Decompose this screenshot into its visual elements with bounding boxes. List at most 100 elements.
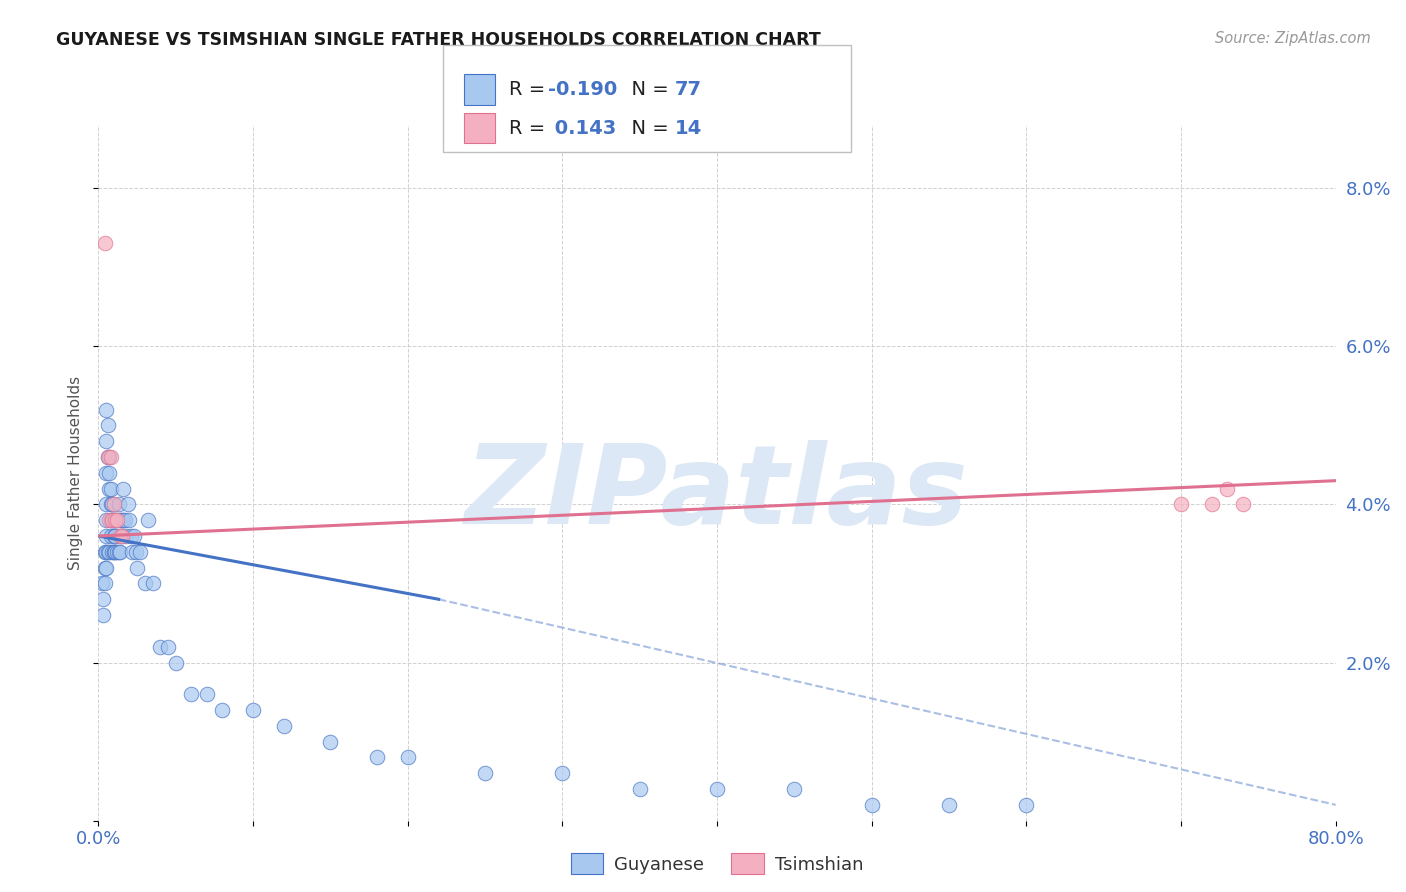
Point	[96, 529, 118, 543]
Point	[91, 592, 114, 607]
Point	[103, 513, 125, 527]
Point	[108, 529, 131, 543]
Point	[104, 513, 127, 527]
Text: ZIPatlas: ZIPatlas	[465, 440, 969, 547]
Point	[103, 529, 125, 543]
Point	[134, 576, 156, 591]
Point	[101, 513, 124, 527]
Point	[104, 545, 127, 559]
Point	[96, 434, 118, 449]
Point	[706, 782, 728, 797]
Point	[90, 576, 112, 591]
Point	[474, 766, 496, 780]
Point	[1232, 497, 1254, 511]
Point	[96, 497, 118, 511]
Legend: Guyanese, Tsimshian: Guyanese, Tsimshian	[564, 846, 870, 881]
Point	[96, 545, 118, 559]
Point	[108, 545, 131, 559]
Point	[98, 466, 121, 480]
Text: GUYANESE VS TSIMSHIAN SINGLE FATHER HOUSEHOLDS CORRELATION CHART: GUYANESE VS TSIMSHIAN SINGLE FATHER HOUS…	[56, 31, 821, 49]
Point	[1201, 497, 1223, 511]
Point	[93, 560, 115, 574]
Point	[366, 750, 388, 764]
Point	[122, 529, 145, 543]
Point	[93, 236, 115, 251]
Point	[111, 529, 134, 543]
Point	[101, 513, 124, 527]
Point	[1170, 497, 1192, 511]
Point	[97, 450, 120, 464]
Point	[120, 529, 142, 543]
Point	[104, 529, 127, 543]
Point	[107, 545, 129, 559]
Text: R =: R =	[509, 119, 551, 137]
Point	[98, 482, 121, 496]
Point	[103, 545, 125, 559]
Point	[112, 482, 135, 496]
Point	[860, 797, 883, 812]
Point	[105, 545, 128, 559]
Text: 77: 77	[675, 80, 702, 99]
Text: N =: N =	[619, 80, 675, 99]
Point	[105, 513, 128, 527]
Point	[118, 513, 141, 527]
Point	[100, 450, 122, 464]
Point	[319, 734, 342, 748]
Point	[136, 513, 159, 527]
Point	[149, 640, 172, 654]
Point	[103, 497, 125, 511]
Point	[114, 513, 136, 527]
Point	[103, 545, 125, 559]
Point	[100, 497, 122, 511]
Point	[93, 545, 115, 559]
Text: R =: R =	[509, 80, 551, 99]
Point	[100, 482, 122, 496]
Point	[396, 750, 419, 764]
Point	[105, 513, 128, 527]
Point	[157, 640, 180, 654]
Point	[100, 513, 122, 527]
Point	[628, 782, 651, 797]
Point	[938, 797, 960, 812]
Point	[96, 466, 118, 480]
Point	[96, 560, 118, 574]
Point	[242, 703, 264, 717]
Point	[98, 545, 121, 559]
Point	[195, 687, 218, 701]
Point	[783, 782, 806, 797]
Point	[111, 513, 134, 527]
Point	[104, 513, 127, 527]
Point	[97, 545, 120, 559]
Point	[124, 545, 146, 559]
Point	[97, 418, 120, 433]
Point	[111, 529, 134, 543]
Point	[112, 513, 135, 527]
Point	[115, 529, 138, 543]
Point	[108, 513, 131, 527]
Point	[101, 545, 124, 559]
Point	[107, 497, 129, 511]
Text: 14: 14	[675, 119, 702, 137]
Text: 0.143: 0.143	[548, 119, 617, 137]
Point	[101, 497, 124, 511]
Point	[1015, 797, 1038, 812]
Point	[96, 402, 118, 417]
Point	[93, 576, 115, 591]
Point	[273, 719, 295, 733]
Point	[91, 608, 114, 623]
Point	[97, 450, 120, 464]
Point	[127, 560, 149, 574]
Point	[551, 766, 574, 780]
Point	[98, 513, 121, 527]
Point	[98, 450, 121, 464]
Point	[117, 497, 139, 511]
Text: Source: ZipAtlas.com: Source: ZipAtlas.com	[1215, 31, 1371, 46]
Point	[1216, 482, 1239, 496]
Point	[142, 576, 165, 591]
Text: N =: N =	[619, 119, 675, 137]
Point	[180, 687, 202, 701]
Point	[96, 513, 118, 527]
Text: -0.190: -0.190	[548, 80, 617, 99]
Y-axis label: Single Father Households: Single Father Households	[67, 376, 83, 570]
Point	[121, 545, 143, 559]
